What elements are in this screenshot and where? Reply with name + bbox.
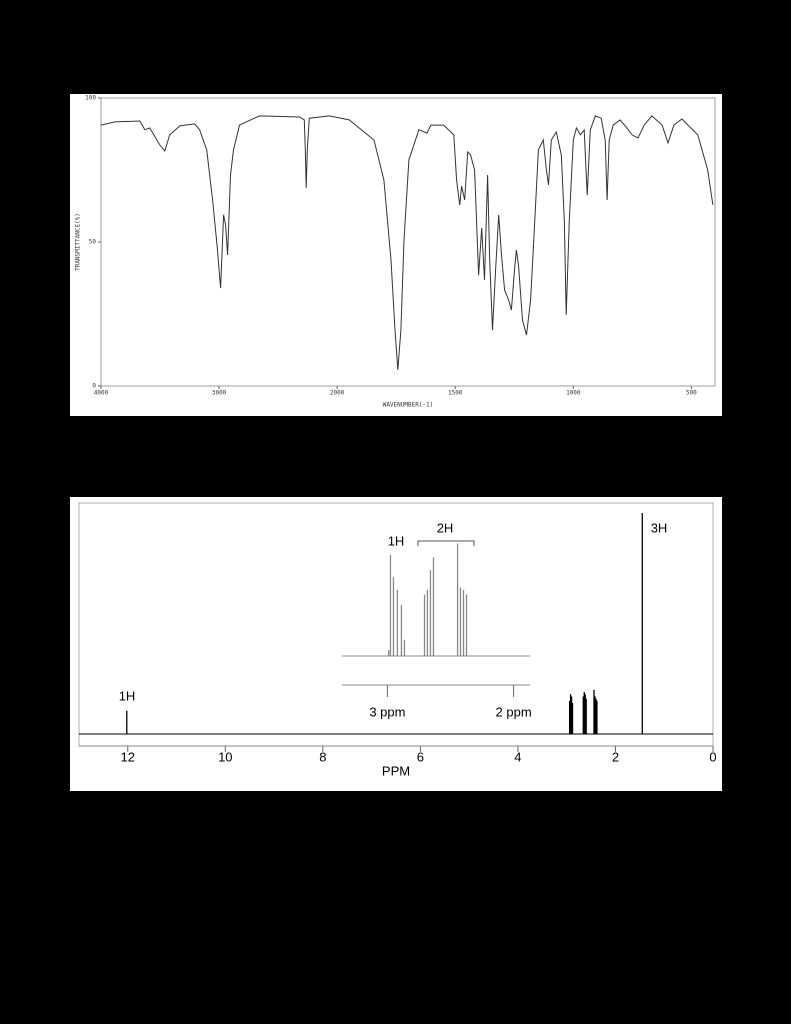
x-axis-label: PPM [382, 763, 410, 778]
x-tick-label: 12 [121, 749, 135, 764]
x-tick-label: 4 [514, 749, 521, 764]
x-tick-label: 8 [319, 749, 326, 764]
x-tick-label: 0 [709, 749, 716, 764]
x-tick-label: 500 [686, 390, 697, 397]
annotation: 2H [437, 520, 454, 535]
ir-chart: WAVENUMBER(-1) TRANSMITTANCE(%) 4000 3000… [75, 95, 714, 409]
annotation: 1H [388, 533, 405, 548]
nmr-chart: PPM 1H 3H 12 10 8 6 4 2 0 [79, 513, 717, 778]
ir-panel [70, 94, 722, 416]
annotation: 3H [651, 520, 668, 535]
x-tick-label: 2000 [330, 390, 345, 397]
y-tick-label: 0 [92, 383, 96, 390]
x-tick-label: 3000 [212, 390, 227, 397]
x-tick-label: 4000 [94, 390, 109, 397]
x-tick-label: 1000 [566, 390, 581, 397]
x-tick-label: 2 [612, 749, 619, 764]
y-tick-label: 100 [85, 95, 96, 102]
nmr-panel [70, 497, 722, 791]
nmr-inset: 1H 2H 3 ppm 2 ppm [342, 520, 532, 719]
x-tick-label: 6 [417, 749, 424, 764]
x-tick-label: 1500 [448, 390, 463, 397]
spectrum-line [100, 115, 714, 370]
annotation: 1H [119, 688, 136, 703]
x-tick-label: 10 [218, 749, 232, 764]
y-axis-label: TRANSMITTANCE(%) [75, 213, 82, 271]
x-axis-label: WAVENUMBER(-1) [383, 402, 434, 409]
bracket [417, 540, 475, 546]
y-tick-label: 50 [89, 239, 97, 246]
x-tick-label: 2 ppm [496, 704, 532, 719]
x-tick-label: 3 ppm [369, 704, 405, 719]
